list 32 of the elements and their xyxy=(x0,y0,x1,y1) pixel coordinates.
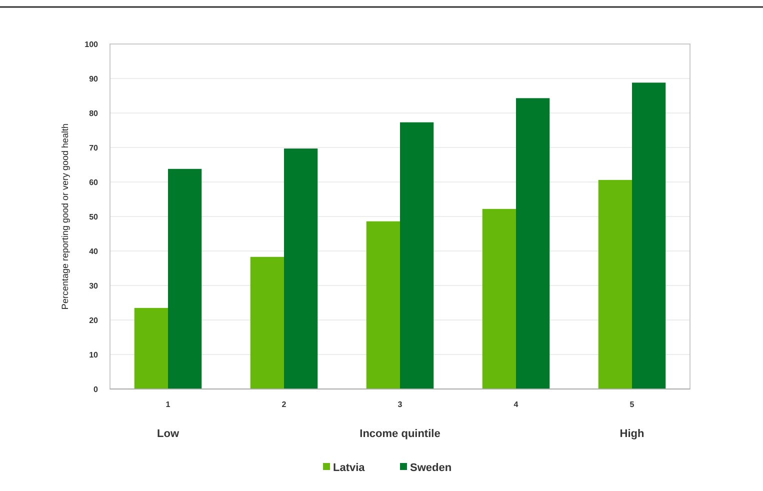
x-axis-title: Income quintile xyxy=(360,428,440,440)
legend-label: Latvia xyxy=(333,462,366,474)
y-tick-label: 30 xyxy=(89,281,99,290)
bar xyxy=(366,221,400,389)
legend-label: Sweden xyxy=(410,462,452,474)
x-tick-label: 3 xyxy=(398,400,403,409)
bar xyxy=(284,148,318,389)
y-axis-title: Percentage reporting good or very good health xyxy=(60,123,70,310)
text: Low xyxy=(157,428,180,440)
y-tick-label: 80 xyxy=(89,108,99,118)
bar xyxy=(134,308,168,389)
y-tick-label: 20 xyxy=(89,316,99,325)
y-tick-label: 40 xyxy=(89,246,99,256)
y-tick-label: 10 xyxy=(89,350,99,360)
bar xyxy=(516,98,550,389)
x-tick-label: 2 xyxy=(282,400,287,409)
y-tick-label: 70 xyxy=(89,143,99,152)
bar xyxy=(632,82,666,389)
bar xyxy=(400,122,434,389)
bar xyxy=(598,180,632,389)
y-tick-label: 90 xyxy=(89,74,99,84)
y-tick-label: 50 xyxy=(89,212,99,222)
bar xyxy=(250,256,284,389)
x-tick-label: 5 xyxy=(630,400,635,409)
y-tick-label: 60 xyxy=(89,178,99,187)
y-tick-label: 0 xyxy=(94,384,99,394)
y-tick-label: 100 xyxy=(84,40,99,49)
x-tick-label: 4 xyxy=(514,400,519,409)
x-tick-label: 1 xyxy=(166,400,171,409)
bar xyxy=(168,168,202,389)
text: High xyxy=(620,428,644,440)
bar xyxy=(482,208,516,389)
